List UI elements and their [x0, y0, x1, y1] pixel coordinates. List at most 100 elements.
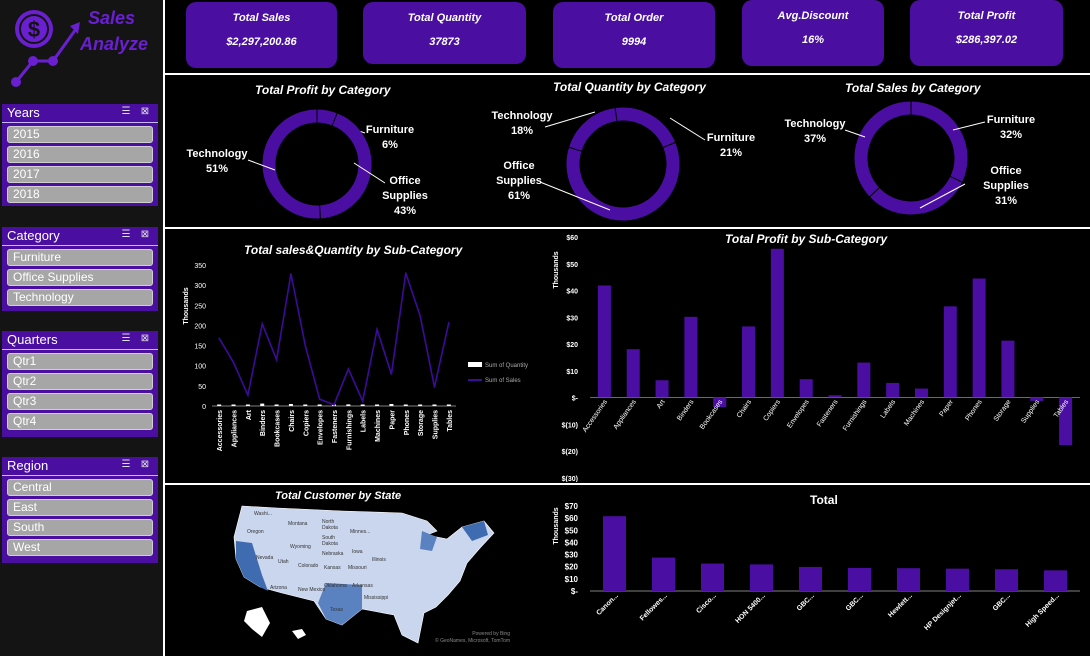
- x-tick-label: Appliances: [232, 410, 239, 447]
- quantity-bar: [231, 404, 236, 406]
- chart-title: Total Quantity by Category: [553, 80, 706, 94]
- sales-point: [232, 361, 235, 364]
- x-tick-label: Envelopes: [318, 410, 325, 445]
- slicer-years-title: Years: [7, 105, 40, 120]
- kpi-total-sales: Total Sales $2,297,200.86: [186, 2, 337, 68]
- slice-label: Furniture: [987, 114, 1035, 126]
- map-label: Washi...: [254, 511, 272, 517]
- app-title-line2: Analyze: [80, 34, 149, 54]
- x-tick-label: Tables: [447, 410, 454, 432]
- sales-point: [448, 321, 450, 324]
- donut-slice: [569, 108, 617, 151]
- slicer-item-furniture[interactable]: Furniture: [7, 249, 153, 266]
- slicer-item-east[interactable]: East: [7, 499, 153, 516]
- kpi-value: 16%: [801, 34, 825, 46]
- quantity-bar: [245, 404, 250, 406]
- y-tick-label: 150: [194, 344, 206, 351]
- slice-label: Office: [990, 165, 1021, 177]
- x-tick-label: HP Designjet...: [923, 592, 963, 632]
- x-tick-label: GBC...: [796, 592, 816, 612]
- slicer-item-technology[interactable]: Technology: [7, 289, 153, 306]
- clear-filter-icon[interactable]: ⊠: [140, 229, 150, 240]
- y-tick-label: $-: [572, 396, 579, 403]
- profit-bar: [713, 397, 727, 408]
- slicer-item-2015[interactable]: 2015: [7, 126, 153, 143]
- x-tick-label: High Speed...: [1025, 592, 1061, 628]
- x-tick-label: Phones: [404, 410, 411, 435]
- slicer-item-west[interactable]: West: [7, 539, 153, 556]
- x-tick-label: Art: [656, 399, 667, 410]
- y-tick-label: $50: [565, 526, 579, 535]
- x-tick-label: Hewlett...: [887, 592, 914, 619]
- quantity-bar: [418, 404, 423, 406]
- profit-bar: [770, 248, 784, 398]
- sales-point: [376, 328, 378, 331]
- quantity-bar: [446, 404, 451, 406]
- y-tick-label: 200: [194, 323, 206, 330]
- chart-title: Total Profit by Sub-Category: [725, 232, 888, 246]
- multi-select-icon[interactable]: ☰: [121, 459, 131, 470]
- sales-point: [404, 272, 407, 274]
- slicer-item-2018[interactable]: 2018: [7, 186, 153, 203]
- slicer-item-office-supplies[interactable]: Office Supplies: [7, 269, 153, 286]
- leader-line: [919, 183, 966, 209]
- leader-line: [844, 129, 866, 138]
- slicer-item-qtr4[interactable]: Qtr4: [7, 413, 153, 430]
- slicer-quarters-title: Quarters: [7, 332, 58, 347]
- slice-label: Technology: [187, 148, 249, 160]
- kpi-title: Total Profit: [957, 10, 1016, 22]
- x-tick-label: Machines: [375, 410, 382, 442]
- sales-point: [290, 273, 292, 275]
- slicer-item-central[interactable]: Central: [7, 479, 153, 496]
- chart-title: Total Customer by State: [275, 490, 402, 502]
- kpi-title: Total Quantity: [407, 12, 482, 24]
- profit-bar: [799, 379, 813, 398]
- multi-select-icon[interactable]: ☰: [121, 106, 131, 117]
- slicer-item-qtr1[interactable]: Qtr1: [7, 353, 153, 370]
- map-label: Dakota: [322, 525, 338, 531]
- y-tick-label: $30: [565, 551, 579, 560]
- x-tick-label: Accessories: [217, 410, 224, 451]
- slice-label: Furniture: [366, 124, 414, 136]
- slicer-item-qtr3[interactable]: Qtr3: [7, 393, 153, 410]
- line-chart: 0 50 100 150 200 250 300 350 Thousands Accessorie…: [183, 263, 528, 451]
- slice-label: Supplies: [496, 175, 542, 187]
- map-credit: © GeoNames, Microsoft, TomTom: [435, 637, 510, 644]
- multi-select-icon[interactable]: ☰: [121, 333, 131, 344]
- x-tick-label: Cisco...: [695, 592, 718, 615]
- x-tick-label: GBC...: [845, 592, 865, 612]
- x-tick-label: Furnishings: [842, 398, 869, 432]
- sales-point: [247, 394, 249, 396]
- sales-line: [218, 272, 450, 406]
- quantity-bar: [217, 404, 222, 406]
- slicer-item-2016[interactable]: 2016: [7, 146, 153, 163]
- top-products-bar-chart: $- $10 $20 $30 $40 $50 $60 $70 Thousands Canon...…: [553, 502, 1080, 632]
- y-tick-label: $10: [566, 369, 578, 376]
- map-label: South: [322, 535, 335, 541]
- us-map: Washi... Montana North Dakota South Dako…: [233, 505, 510, 644]
- logo: $ Sales Analyze: [8, 4, 158, 94]
- sales-point: [361, 400, 364, 402]
- clear-filter-icon[interactable]: ⊠: [140, 459, 150, 470]
- slicer-item-south[interactable]: South: [7, 519, 153, 536]
- profit-bar: [655, 380, 669, 398]
- slicer-item-qtr2[interactable]: Qtr2: [7, 373, 153, 390]
- leader-line: [669, 117, 706, 141]
- sales-point: [419, 314, 421, 317]
- kpi-title: Total Order: [604, 12, 664, 24]
- slice-value: 6%: [382, 139, 398, 151]
- donut-slice: [615, 107, 676, 148]
- clear-filter-icon[interactable]: ⊠: [140, 333, 150, 344]
- x-tick-label: Furnishings: [346, 410, 353, 450]
- map-label: Oklahoma: [324, 583, 347, 589]
- chart-title: Total Sales by Category: [845, 81, 981, 95]
- multi-select-icon[interactable]: ☰: [121, 229, 131, 240]
- x-tick-label: Supplies: [1020, 398, 1041, 424]
- map-label: Minnes...: [350, 529, 370, 535]
- slicer-item-2017[interactable]: 2017: [7, 166, 153, 183]
- map-label: Arizona: [270, 585, 287, 591]
- y-tick-label: $20: [566, 342, 578, 349]
- y-tick-label: $(10): [562, 422, 578, 429]
- clear-filter-icon[interactable]: ⊠: [140, 106, 150, 117]
- y-tick-label: $30: [566, 315, 578, 322]
